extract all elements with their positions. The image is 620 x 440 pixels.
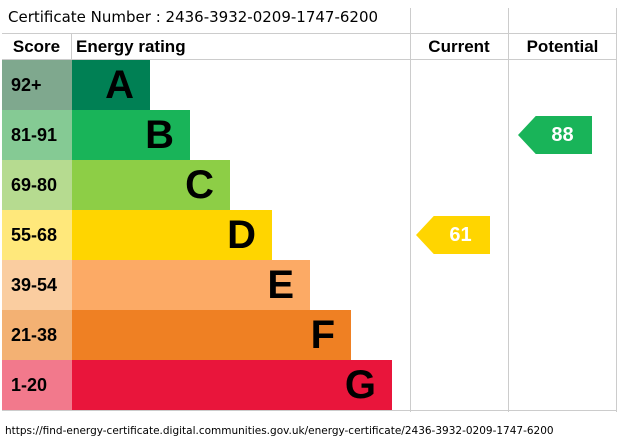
potential-rating-value: 88 xyxy=(551,123,574,146)
header-potential: Potential xyxy=(526,37,599,56)
band-letter: B xyxy=(145,113,174,157)
band-bar: G xyxy=(72,360,392,410)
footer-url: https://find-energy-certificate.digital.… xyxy=(5,425,554,437)
band-score: 92+ xyxy=(2,60,72,110)
table-header-row: Score Energy rating Current Potential xyxy=(2,34,617,60)
header-current: Current xyxy=(428,37,490,56)
column-divider-current-potential xyxy=(508,8,509,412)
band-letter: F xyxy=(310,313,335,357)
band-score: 69-80 xyxy=(2,160,72,210)
potential-rating-arrow: 88 xyxy=(518,116,592,154)
band-letter: A xyxy=(105,63,134,107)
energy-rating-table: Score Energy rating Current Potential 92… xyxy=(2,8,617,412)
band-row-a: 92+ A xyxy=(2,60,617,110)
band-row-d: 55-68 D xyxy=(2,210,617,260)
table-right-border xyxy=(616,8,617,412)
band-letter: E xyxy=(267,263,294,307)
header-energy-rating: Energy rating xyxy=(76,37,186,56)
band-rows: 92+ A 81-91 B 69-80 C 55-68 D 39-54 xyxy=(2,60,617,411)
band-letter: D xyxy=(227,213,256,257)
band-letter: C xyxy=(185,163,214,207)
band-row-f: 21-38 F xyxy=(2,310,617,360)
band-bar: F xyxy=(72,310,351,360)
band-row-g: 1-20 G xyxy=(2,360,617,410)
band-score: 39-54 xyxy=(2,260,72,310)
certificate-number: Certificate Number : 2436-3932-0209-1747… xyxy=(8,8,379,26)
band-bar: B xyxy=(72,110,190,160)
band-row-c: 69-80 C xyxy=(2,160,617,210)
band-score: 1-20 xyxy=(2,360,72,410)
band-bar: E xyxy=(72,260,310,310)
band-bar: C xyxy=(72,160,230,210)
band-score: 55-68 xyxy=(2,210,72,260)
band-letter: G xyxy=(344,363,376,407)
band-score: 21-38 xyxy=(2,310,72,360)
current-rating-arrow: 61 xyxy=(416,216,490,254)
band-row-e: 39-54 E xyxy=(2,260,617,310)
header-score: Score xyxy=(2,34,72,59)
current-rating-value: 61 xyxy=(449,223,472,246)
band-row-b: 81-91 B xyxy=(2,110,617,160)
band-score: 81-91 xyxy=(2,110,72,160)
column-divider-rating-current xyxy=(410,8,411,412)
band-bar: A xyxy=(72,60,150,110)
band-bar: D xyxy=(72,210,272,260)
